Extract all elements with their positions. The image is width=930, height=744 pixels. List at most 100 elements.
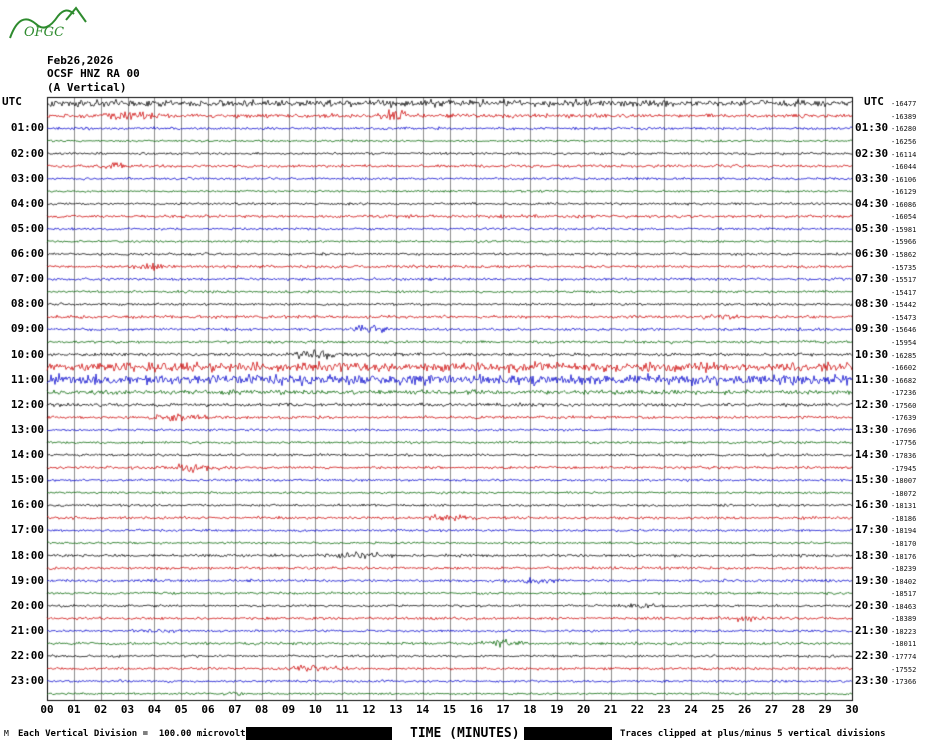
trace-offset-value: -16256 (891, 137, 917, 146)
trace-offset-value: -17945 (891, 464, 917, 473)
trace-offset-value: -18389 (891, 615, 917, 624)
trace-offset-value: -15981 (891, 225, 917, 234)
minute-tick-label: 21 (603, 703, 618, 716)
vertical-division-note: Each Vertical Division = 100.00 microvol… (18, 729, 251, 739)
left-time-label: 01:00 (10, 121, 44, 135)
right-time-label: 07:30 (855, 272, 889, 286)
minute-tick-label: 18 (523, 703, 537, 716)
trace-offset-value: -16054 (891, 213, 917, 222)
left-time-label: 20:00 (10, 598, 44, 612)
trace-offset-value: -15646 (891, 326, 917, 335)
right-time-label: 09:30 (855, 322, 889, 336)
trace-offset-value: -15862 (891, 251, 917, 260)
right-time-label: 13:30 (855, 422, 889, 436)
left-time-label: 07:00 (10, 272, 44, 286)
trace-offset-value: -17552 (891, 665, 917, 674)
minute-tick-label: 17 (496, 703, 510, 716)
minute-tick-label: 13 (389, 703, 403, 716)
right-time-label: 11:30 (855, 372, 889, 386)
right-time-label: 14:30 (855, 448, 889, 462)
minute-tick-label: 25 (711, 703, 725, 716)
trace-offset-value: -18072 (891, 489, 917, 498)
trace-offset-value: -15735 (891, 263, 917, 272)
left-time-label: 17:00 (10, 523, 44, 537)
minute-tick-label: 23 (657, 703, 671, 716)
trace-offset-value: -15954 (891, 338, 917, 347)
trace-offset-value: -18463 (891, 602, 917, 611)
left-time-label: 10:00 (10, 347, 44, 361)
right-time-label: 17:30 (855, 523, 889, 537)
right-time-label: 02:30 (855, 146, 889, 160)
left-time-label: 09:00 (10, 322, 44, 336)
minute-tick-label: 15 (442, 703, 457, 716)
x-axis-title: TIME (MINUTES) (410, 726, 520, 741)
right-time-label: 23:30 (855, 674, 889, 688)
right-time-label: 10:30 (855, 347, 889, 361)
minute-tick-label: 27 (764, 703, 779, 716)
minute-tick-label: 30 (845, 703, 859, 716)
trace-offset-value: -16086 (891, 200, 917, 209)
minute-tick-label: 01 (67, 703, 81, 716)
left-time-label: 16:00 (10, 498, 44, 512)
right-time-label: 12:30 (855, 397, 889, 411)
trace-offset-value: -18402 (891, 577, 917, 586)
minute-tick-label: 08 (255, 703, 269, 716)
left-time-label: 15:00 (10, 473, 44, 487)
right-time-label: 06:30 (855, 247, 889, 261)
trace-offset-value: -17236 (891, 389, 917, 398)
minute-tick-label: 00 (40, 703, 54, 716)
right-time-label: 20:30 (855, 598, 889, 612)
trace-offset-value: -15442 (891, 301, 917, 310)
trace-offset-value: -18170 (891, 539, 917, 548)
trace-offset-value: -17756 (891, 439, 917, 448)
minute-tick-label: 11 (335, 703, 349, 716)
trace-offset-value: -16389 (891, 112, 917, 121)
minute-tick-label: 03 (120, 703, 135, 716)
right-time-label: 21:30 (855, 623, 889, 637)
right-time-label: 04:30 (855, 196, 889, 210)
trace-offset-value: -16682 (891, 376, 917, 385)
trace-offset-value: -17639 (891, 414, 917, 423)
minute-tick-label: 19 (550, 703, 564, 716)
right-time-label: 05:30 (855, 221, 889, 235)
clipping-note: Traces clipped at plus/minus 5 vertical … (620, 729, 886, 739)
left-time-label: 19:00 (10, 573, 44, 587)
right-time-label: 01:30 (855, 121, 889, 135)
right-time-label: 18:30 (855, 548, 889, 562)
trace-offset-value: -15417 (891, 288, 917, 297)
minute-tick-label: 14 (416, 703, 430, 716)
trace-offset-value: -17836 (891, 452, 917, 461)
right-time-label: 22:30 (855, 649, 889, 663)
left-time-label: 12:00 (10, 397, 44, 411)
left-time-label: 05:00 (10, 221, 44, 235)
right-time-label: 15:30 (855, 473, 889, 487)
footer-bar-right (524, 727, 612, 740)
trace-offset-value: -17560 (891, 401, 917, 410)
minute-tick-label: 04 (147, 703, 161, 716)
left-time-label: 23:00 (10, 674, 44, 688)
left-time-label: 02:00 (10, 146, 44, 160)
trace-offset-value: -17774 (891, 653, 917, 662)
trace-offset-value: -18239 (891, 565, 917, 574)
right-time-label: 08:30 (855, 297, 889, 311)
footer-bar-left (246, 727, 392, 740)
minute-tick-label: 09 (281, 703, 296, 716)
left-time-label: 18:00 (10, 548, 44, 562)
trace-offset-value: -15517 (891, 276, 917, 285)
minute-tick-label: 24 (684, 703, 698, 716)
trace-offset-value: -16044 (891, 163, 917, 172)
minute-tick-label: 07 (228, 703, 242, 716)
trace-offset-value: -16114 (891, 150, 917, 159)
left-time-label: 04:00 (10, 196, 44, 210)
left-time-label: 13:00 (10, 422, 44, 436)
corner-mark: M (4, 729, 9, 738)
left-time-label: 08:00 (10, 297, 44, 311)
minute-tick-label: 12 (362, 703, 376, 716)
trace-offset-value: -16106 (891, 175, 917, 184)
minute-tick-label: 20 (577, 703, 591, 716)
minute-tick-label: 10 (308, 703, 322, 716)
trace-offset-value: -16129 (891, 188, 917, 197)
minute-tick-label: 16 (469, 703, 483, 716)
left-time-label: 14:00 (10, 448, 44, 462)
